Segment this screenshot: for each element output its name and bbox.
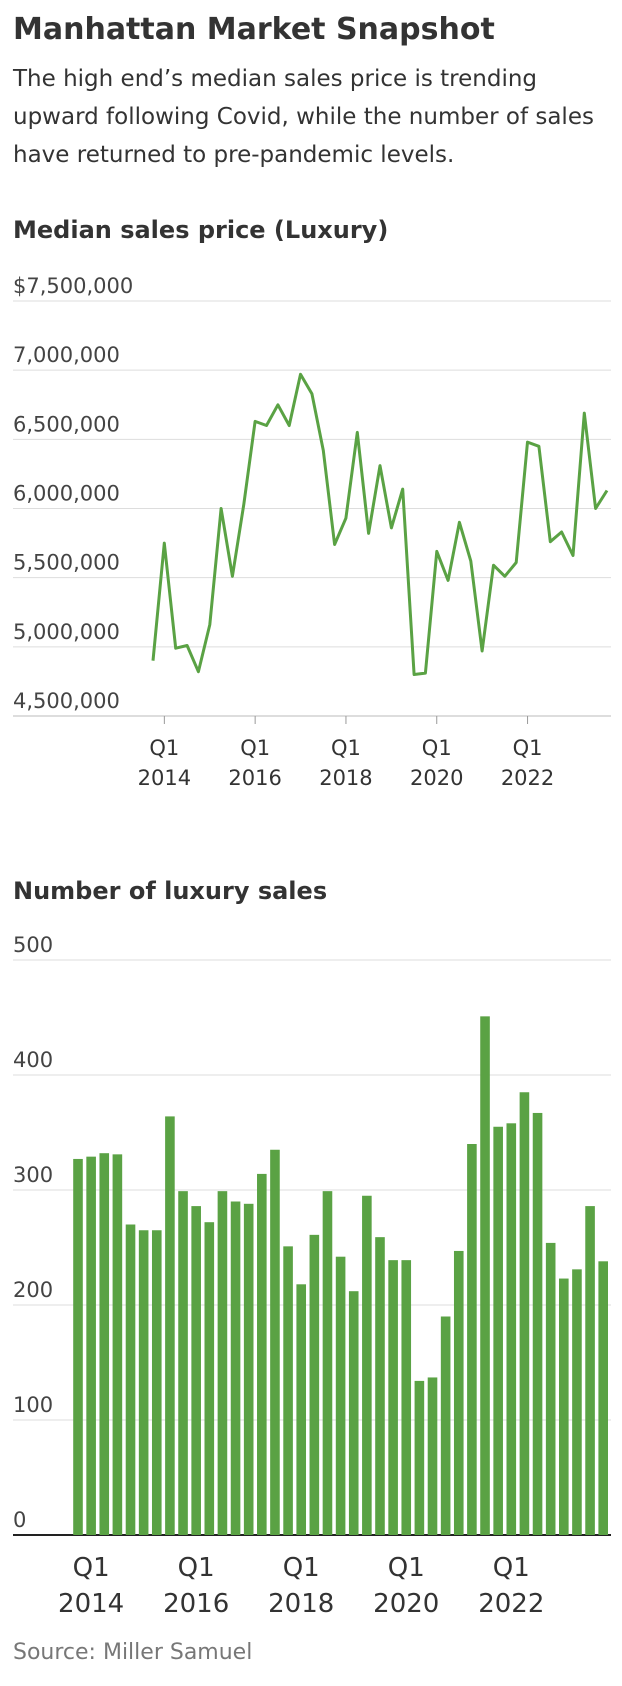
bar <box>572 1269 582 1535</box>
y-tick-label: 6,500,000 <box>13 412 120 436</box>
bar <box>388 1260 398 1535</box>
y-tick-label: 200 <box>13 1278 53 1302</box>
bar <box>112 1154 123 1535</box>
x-tick-label: Q1 2016 <box>163 1553 230 1619</box>
x-tick-label: Q1 2022 <box>500 736 555 790</box>
bar <box>401 1260 412 1535</box>
bar <box>125 1224 136 1535</box>
bar <box>99 1153 110 1535</box>
bar <box>559 1278 569 1535</box>
x-tick-label: Q1 2018 <box>319 736 373 790</box>
bar <box>309 1234 320 1535</box>
subtitle: The high end’s median sales price is tre… <box>13 66 594 168</box>
bar <box>598 1261 608 1535</box>
x-tick-label: Q1 2020 <box>410 736 464 790</box>
source: Source: Miller Samuel <box>13 1640 253 1665</box>
y-tick-label: 400 <box>13 1048 53 1072</box>
y-tick-label: 6,000,000 <box>13 482 120 506</box>
bar <box>545 1242 556 1535</box>
x-tick-label: Q1 2018 <box>268 1553 335 1619</box>
bar <box>191 1206 201 1535</box>
y-tick-label: 0 <box>13 1508 26 1532</box>
bar <box>467 1144 477 1535</box>
bar <box>243 1203 254 1535</box>
bar <box>362 1195 372 1535</box>
bar <box>519 1092 530 1535</box>
y-tick-label: 5,500,000 <box>13 551 120 575</box>
bar <box>230 1201 241 1535</box>
bar <box>532 1112 543 1535</box>
chart-title: Number of luxury sales <box>13 877 328 905</box>
y-tick-label: 300 <box>13 1163 53 1187</box>
x-tick-label: Q1 2022 <box>478 1553 545 1619</box>
bar <box>73 1158 83 1535</box>
bar <box>322 1191 333 1535</box>
y-tick-label: 5,000,000 <box>13 620 120 644</box>
chart-title: Median sales price (Luxury) <box>13 216 389 244</box>
title: Manhattan Market Snapshot <box>13 12 495 47</box>
bar <box>204 1222 215 1535</box>
bar <box>348 1291 359 1535</box>
x-tick-label: Q1 2016 <box>228 736 282 790</box>
y-tick-label: $7,500,000 <box>13 274 133 298</box>
bar <box>493 1126 503 1535</box>
x-tick-label: Q1 2014 <box>58 1553 125 1619</box>
bar <box>440 1316 451 1535</box>
bar <box>86 1156 96 1535</box>
y-tick-label: 7,000,000 <box>13 343 120 367</box>
line <box>151 372 609 676</box>
bar <box>165 1116 175 1535</box>
x-tick-label: Q1 2014 <box>137 736 192 790</box>
bar <box>480 1016 490 1535</box>
bar <box>283 1246 293 1535</box>
bar <box>257 1173 267 1535</box>
y-tick-label: 4,500,000 <box>13 689 120 713</box>
y-tick-label: 500 <box>13 933 53 957</box>
bar <box>585 1206 595 1535</box>
y-tick-label: 100 <box>13 1393 53 1417</box>
bar <box>138 1230 149 1535</box>
x-tick-label: Q1 2020 <box>373 1553 440 1619</box>
bar <box>335 1256 346 1535</box>
bar <box>414 1380 425 1535</box>
bar <box>375 1237 385 1535</box>
bar <box>453 1250 464 1535</box>
bar <box>151 1230 162 1535</box>
bar <box>296 1284 307 1535</box>
bar <box>178 1191 188 1535</box>
bar <box>270 1149 280 1535</box>
bar <box>506 1123 517 1535</box>
bar <box>427 1377 438 1535</box>
bar <box>217 1191 228 1535</box>
